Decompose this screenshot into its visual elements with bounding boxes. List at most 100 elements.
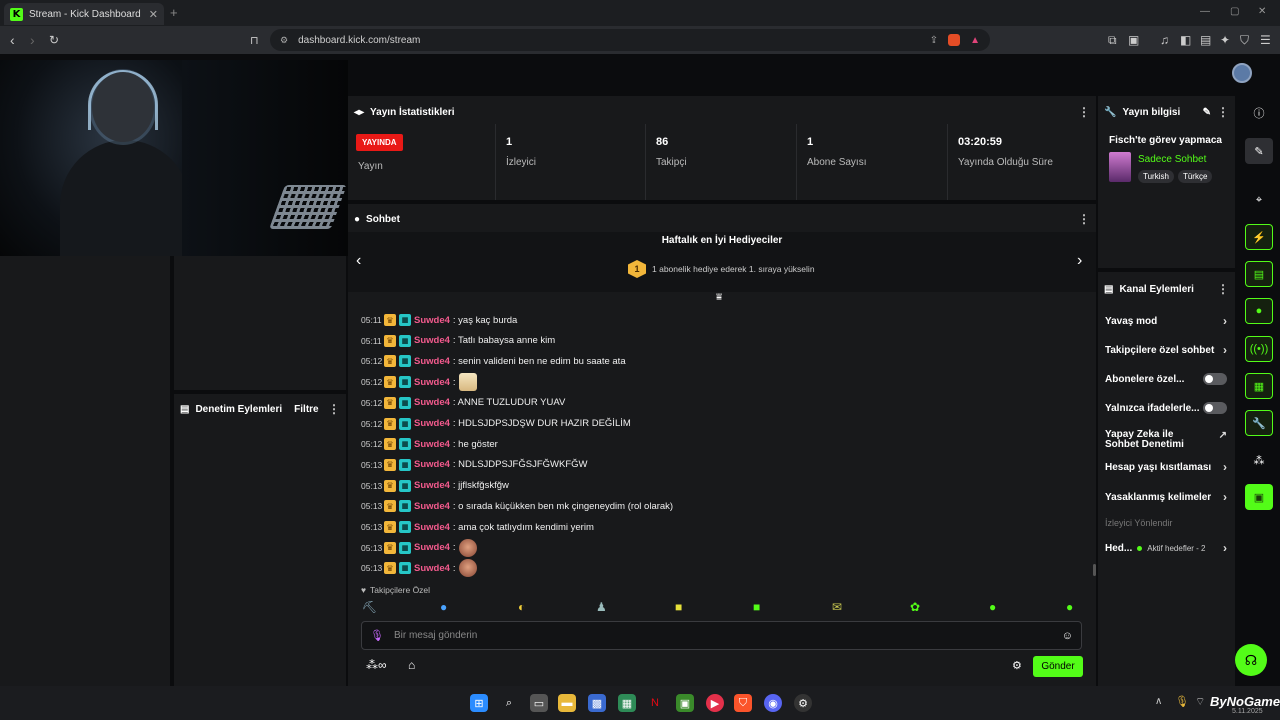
back-icon[interactable]: ‹ (10, 32, 15, 48)
brave-icon[interactable]: ⛉ (734, 694, 752, 712)
points-icon[interactable]: ⁂∞ (366, 658, 387, 672)
emote-icon[interactable]: ⛏ (362, 600, 378, 614)
layout-icon[interactable]: ▦ (1245, 373, 1273, 399)
send-button[interactable]: Gönder (1033, 656, 1083, 677)
tag-chip[interactable]: Türkçe (1177, 170, 1213, 183)
edit-rail-icon[interactable]: ✎ (1245, 138, 1273, 164)
emote-icon[interactable]: ✿ (910, 600, 921, 614)
minimize-icon[interactable]: — (1200, 6, 1210, 17)
username[interactable]: Suwde4 (414, 397, 450, 409)
username[interactable]: Suwde4 (414, 542, 450, 554)
tray-mic-icon[interactable]: 🎙 (1175, 696, 1189, 708)
extensions-icon[interactable]: ⧉ (1108, 33, 1117, 47)
emote-icon[interactable]: ■ (753, 600, 761, 614)
emote-icon[interactable]: ● (989, 600, 997, 614)
username[interactable]: Suwde4 (414, 355, 450, 367)
media-icon[interactable]: ♫ (1160, 33, 1169, 47)
file-explorer-icon[interactable]: ▬ (558, 694, 576, 712)
tag-chip[interactable]: Turkish (1138, 170, 1174, 183)
promo-icon[interactable]: ▣ (1245, 484, 1273, 510)
brave-shield-icon[interactable] (948, 34, 961, 46)
category-thumbnail[interactable] (1109, 152, 1131, 182)
emote-icon[interactable]: ✉ (832, 600, 843, 614)
goals-item[interactable]: Hed... Aktif hedefler - 2 › (1105, 541, 1227, 555)
username[interactable]: Suwde4 (414, 418, 450, 429)
moderation-menu-icon[interactable]: ⋮ (328, 402, 340, 416)
lightning-icon[interactable]: ⚡ (1245, 224, 1273, 250)
close-window-icon[interactable]: ✕ (1258, 6, 1267, 17)
steam-icon[interactable]: ⚙ (794, 694, 812, 712)
bookmark-icon[interactable]: ⊓ (250, 35, 259, 47)
brave-rewards-icon[interactable]: ▲ (970, 34, 980, 46)
edit-icon[interactable]: ✎ (1202, 106, 1211, 118)
share-icon[interactable]: ⇪ (929, 34, 939, 46)
forward-icon[interactable]: › (30, 32, 35, 48)
url-bar[interactable]: ⚙ dashboard.kick.com/stream ⇪ ▲ (270, 29, 990, 51)
prev-icon[interactable]: ‹ (356, 252, 362, 269)
category-link[interactable]: Sadece Sohbet (1138, 154, 1207, 165)
emote-icon[interactable]: ■ (675, 600, 683, 614)
app-icon[interactable]: ▩ (588, 694, 606, 712)
username[interactable]: Suwde4 (414, 459, 450, 471)
site-info-icon[interactable]: ⚙ (280, 34, 289, 45)
media-player-icon[interactable]: ▶ (706, 694, 724, 712)
new-tab-icon[interactable]: + (170, 5, 178, 20)
username[interactable]: Suwde4 (414, 521, 450, 533)
chat-scrollbar[interactable] (1093, 564, 1096, 576)
emoji-icon[interactable]: ☺ (1061, 629, 1073, 642)
start-icon[interactable]: ⊞ (470, 694, 488, 712)
chat-rail-icon[interactable]: ● (1245, 298, 1273, 324)
followers-only-item[interactable]: Takipçilere özel sohbet › (1105, 343, 1227, 357)
stream-info-menu-icon[interactable]: ⋮ (1217, 105, 1229, 119)
next-icon[interactable]: › (1077, 252, 1083, 269)
notes-icon[interactable]: ▤ (1245, 261, 1273, 287)
netflix-icon[interactable]: N (651, 697, 659, 709)
channel-actions-menu-icon[interactable]: ⋮ (1217, 282, 1229, 296)
help-icon[interactable]: ☊ (1235, 644, 1267, 676)
menu-icon[interactable]: ☰ (1260, 33, 1271, 47)
info-icon[interactable]: ⓘ (1253, 108, 1265, 120)
close-tab-icon[interactable]: ✕ (148, 8, 158, 21)
leo-ai-icon[interactable]: ✦ (1220, 33, 1231, 47)
filter-button[interactable]: Filtre (294, 403, 319, 415)
emote-icon[interactable]: ● (1066, 600, 1074, 614)
store-app-icon[interactable]: ▦ (618, 694, 636, 712)
emote-icon[interactable]: ♟ (596, 600, 607, 614)
stats-menu-icon[interactable]: ⋮ (1078, 105, 1090, 119)
vpn-icon[interactable]: ⛉ (1240, 33, 1250, 47)
emote-icon[interactable]: ● (440, 600, 448, 614)
subscribers-only-toggle[interactable] (1203, 373, 1227, 385)
maximize-icon[interactable]: ▢ (1230, 6, 1240, 17)
store-icon[interactable]: ⌂ (408, 658, 416, 672)
sidebar-toggle-icon[interactable]: ◧ (1180, 33, 1192, 47)
slow-mode-item[interactable]: Yavaş mod › (1105, 314, 1227, 328)
wallet2-icon[interactable]: ▤ (1200, 33, 1212, 47)
banned-words-item[interactable]: Yasaklanmış kelimeler › (1105, 490, 1227, 504)
broadcast-icon[interactable]: ((•)) (1245, 336, 1273, 362)
focus-icon[interactable]: ⌖ (1255, 193, 1263, 206)
wallet-icon[interactable]: ▣ (1128, 33, 1140, 47)
discord-icon[interactable]: ◉ (764, 694, 782, 712)
username[interactable]: Suwde4 (414, 562, 450, 574)
username[interactable]: Suwde4 (414, 438, 450, 450)
chat-input[interactable]: 🎙 Bir mesaj gönderin ☺ (361, 621, 1082, 650)
tray-chevron-icon[interactable]: ∧ (1155, 696, 1163, 707)
username[interactable]: Suwde4 (414, 376, 450, 388)
task-view-icon[interactable]: ▭ (530, 694, 548, 712)
emote-icon[interactable]: ◐ (518, 600, 526, 614)
username[interactable]: Suwde4 (414, 480, 450, 492)
browser-tab[interactable]: K Stream - Kick Dashboard ✕ (4, 3, 164, 25)
reload-icon[interactable]: ↻ (49, 33, 60, 47)
collapse-icon[interactable]: ⩸ (716, 292, 723, 303)
username[interactable]: Suwde4 (414, 500, 450, 512)
account-age-item[interactable]: Hesap yaşı kısıtlaması › (1105, 460, 1227, 474)
wifi-icon[interactable]: ⌔ (1195, 696, 1206, 708)
settings-icon[interactable]: ⚙ (1012, 660, 1022, 672)
ai-moderation-item[interactable]: Yapay Zeka ile Sohbet Denetimi ↗ (1105, 430, 1227, 450)
username[interactable]: Suwde4 (414, 314, 450, 326)
emotes-only-toggle[interactable] (1203, 402, 1227, 414)
avatar[interactable] (1232, 63, 1252, 83)
points-rail-icon[interactable]: ⁂ (1253, 454, 1265, 467)
minecraft-icon[interactable]: ▣ (676, 694, 694, 712)
search-icon[interactable]: ⌕ (505, 696, 513, 709)
